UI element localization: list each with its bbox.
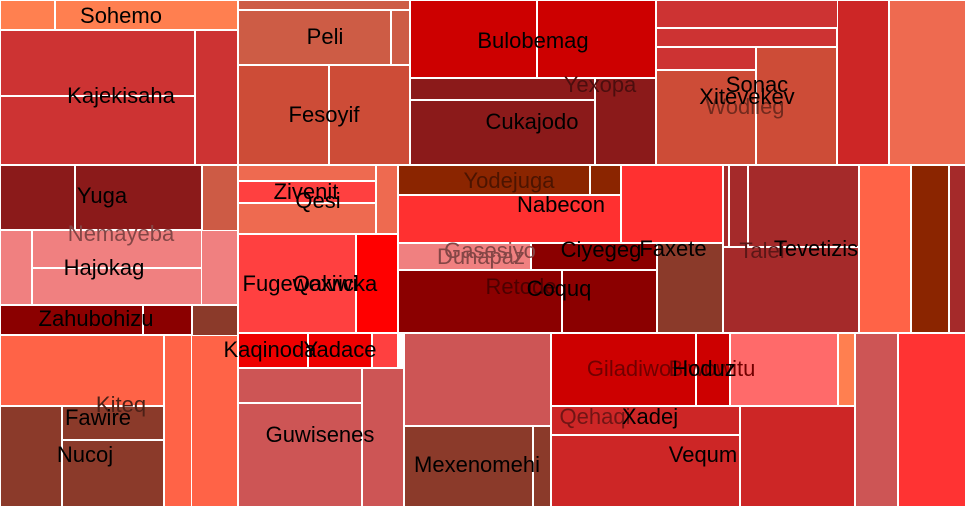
treemap-cell[interactable] <box>238 65 329 165</box>
treemap-cell[interactable] <box>143 305 192 335</box>
treemap-cell[interactable] <box>238 181 376 203</box>
treemap-cell[interactable] <box>398 165 590 195</box>
treemap-cell[interactable] <box>75 165 202 230</box>
treemap-cell[interactable] <box>356 234 398 333</box>
treemap-cell[interactable] <box>376 165 398 234</box>
treemap-cell[interactable] <box>62 440 164 507</box>
treemap-cell[interactable] <box>656 70 756 165</box>
treemap-cell[interactable] <box>723 165 729 247</box>
treemap-cell[interactable] <box>748 165 859 247</box>
treemap-cell[interactable] <box>657 243 723 333</box>
treemap-cell[interactable] <box>949 165 966 333</box>
treemap-cell[interactable] <box>362 368 404 507</box>
treemap-cell[interactable] <box>164 335 192 507</box>
treemap-cell[interactable] <box>238 10 391 65</box>
treemap-cell[interactable] <box>238 403 362 507</box>
treemap-cell[interactable] <box>410 100 595 165</box>
treemap-cell[interactable] <box>898 333 966 507</box>
treemap-cell[interactable] <box>32 268 202 305</box>
treemap-cell[interactable] <box>729 165 748 247</box>
treemap-cell[interactable] <box>238 0 410 10</box>
treemap-cell[interactable] <box>859 165 911 333</box>
treemap-cell[interactable] <box>551 333 696 406</box>
treemap-cell[interactable] <box>562 270 657 333</box>
treemap-cell[interactable] <box>238 333 308 368</box>
treemap-cell[interactable] <box>398 270 562 333</box>
treemap-cell[interactable] <box>398 195 621 243</box>
treemap-cell[interactable] <box>533 426 551 507</box>
treemap-cell[interactable] <box>0 230 32 305</box>
treemap-cell[interactable] <box>238 203 376 234</box>
treemap-cell[interactable] <box>329 65 410 165</box>
treemap-cell[interactable] <box>621 165 723 243</box>
treemap-cell[interactable] <box>756 47 837 165</box>
treemap-cell[interactable] <box>398 243 531 270</box>
treemap-cell[interactable] <box>838 333 855 406</box>
treemap-cell[interactable] <box>740 406 855 507</box>
treemap-cell[interactable] <box>62 406 164 440</box>
treemap-cell[interactable] <box>404 333 551 426</box>
treemap-cell[interactable] <box>531 243 657 270</box>
treemap-cell[interactable] <box>404 426 533 507</box>
treemap-cell[interactable] <box>656 47 756 70</box>
treemap-cell[interactable] <box>308 333 372 368</box>
treemap-cell[interactable] <box>32 230 202 268</box>
treemap-cell[interactable] <box>372 333 398 368</box>
treemap-cell[interactable] <box>410 78 595 100</box>
treemap-cell[interactable] <box>0 165 75 230</box>
treemap-cell[interactable] <box>551 406 740 435</box>
treemap-cell[interactable] <box>0 96 195 165</box>
treemap-cell[interactable] <box>537 0 656 78</box>
treemap-cell[interactable] <box>551 435 740 507</box>
treemap-cell[interactable] <box>0 335 164 406</box>
treemap-cell[interactable] <box>696 333 730 406</box>
treemap-cell[interactable] <box>238 165 376 181</box>
treemap-cell[interactable] <box>723 247 859 333</box>
treemap-cell[interactable] <box>590 165 621 195</box>
treemap-cell[interactable] <box>0 30 195 96</box>
treemap-cell[interactable] <box>55 0 238 30</box>
treemap-cell[interactable] <box>0 0 55 30</box>
treemap-cell[interactable] <box>730 333 838 406</box>
treemap-cell[interactable] <box>656 28 837 47</box>
treemap-cell[interactable] <box>911 165 949 333</box>
treemap-cell[interactable] <box>195 30 238 165</box>
treemap-cell[interactable] <box>238 368 362 403</box>
treemap-cell[interactable] <box>391 10 410 65</box>
treemap-cell[interactable] <box>0 406 62 507</box>
treemap-cell[interactable] <box>837 0 889 165</box>
treemap-cell[interactable] <box>656 0 842 28</box>
treemap-cell[interactable] <box>855 333 898 507</box>
treemap-cell[interactable] <box>0 305 143 335</box>
treemap-cell[interactable] <box>889 0 966 165</box>
treemap-cell[interactable] <box>595 78 656 165</box>
treemap-cell[interactable] <box>238 234 356 333</box>
treemap-cell[interactable] <box>410 0 537 78</box>
